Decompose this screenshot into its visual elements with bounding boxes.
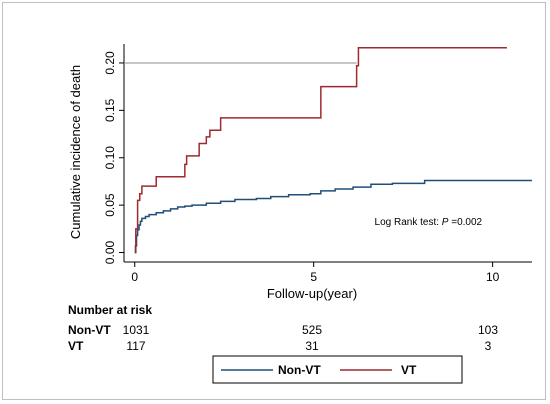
y-tick-label: 0.00 — [103, 241, 117, 265]
y-tick-label: 0.20 — [103, 51, 117, 75]
legend-label-nonvt: Non-VT — [278, 363, 321, 377]
y-axis-label: Cumulative incidence of death — [68, 65, 83, 239]
risk-value: 103 — [478, 323, 498, 337]
x-tick-label: 5 — [310, 270, 317, 284]
x-axis-label: Follow-up(year) — [267, 286, 357, 301]
log-rank-annotation: Log Rank test: P =0.002 — [375, 217, 483, 228]
x-ticks: 0 5 10 — [131, 262, 500, 284]
x-tick-label: 0 — [131, 270, 138, 284]
risk-value: 31 — [305, 339, 319, 353]
risk-value: 1031 — [123, 323, 150, 337]
risk-table-title: Number at risk — [68, 303, 152, 317]
risk-value: 3 — [485, 339, 492, 353]
risk-row-label-nonvt: Non-VT — [68, 323, 111, 337]
y-ticks: 0.00 0.05 0.10 0.15 0.20 — [103, 51, 124, 264]
risk-value: 525 — [302, 323, 322, 337]
y-tick-label: 0.10 — [103, 146, 117, 170]
y-tick-label: 0.05 — [103, 193, 117, 217]
figure-frame — [2, 2, 546, 400]
series-line-non-vt — [134, 179, 532, 254]
y-tick-label: 0.15 — [103, 98, 117, 122]
legend: Non-VT VT — [212, 355, 463, 384]
risk-row-label-vt: VT — [68, 339, 84, 353]
x-tick-label: 10 — [486, 270, 500, 284]
risk-value: 117 — [126, 339, 145, 353]
series-layer — [134, 47, 532, 254]
legend-label-vt: VT — [401, 363, 417, 377]
series-line-vt — [134, 47, 507, 254]
